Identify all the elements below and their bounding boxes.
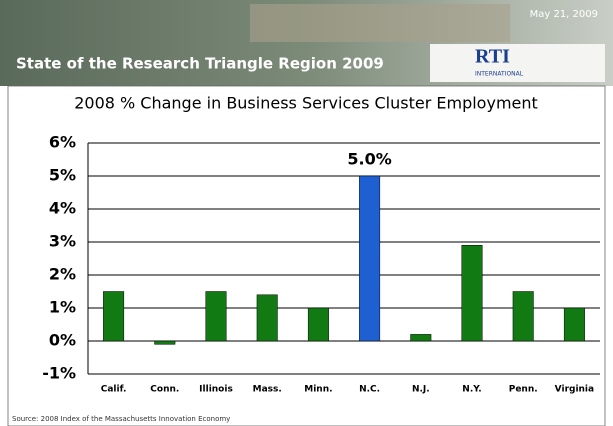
logo-box <box>430 44 605 82</box>
y-tick-label: 6% <box>49 133 76 152</box>
y-tick-label: -1% <box>42 364 76 383</box>
x-tick-label: Minn. <box>304 385 332 395</box>
x-tick-label: Illinois <box>199 385 233 395</box>
header-photos <box>250 4 510 42</box>
x-tick-label: N.Y. <box>462 385 481 395</box>
x-tick-label: N.C. <box>359 385 380 395</box>
x-tick-label: Virginia <box>555 385 594 395</box>
data-label: 5.0% <box>347 150 391 169</box>
y-tick-label: 2% <box>49 265 76 284</box>
y-tick-label: 0% <box>49 331 76 350</box>
bar <box>205 291 227 342</box>
bar <box>410 334 432 342</box>
bar <box>154 340 176 345</box>
bar <box>103 291 125 342</box>
bar <box>307 307 329 342</box>
bar <box>359 175 381 342</box>
source: Source: 2008 Index of the Massachusetts … <box>12 415 230 423</box>
y-tick-label: 1% <box>49 298 76 317</box>
bar <box>461 245 483 342</box>
bar <box>256 294 278 342</box>
logo: RTI <box>475 46 510 68</box>
header-title: State of the Research Triangle Region 20… <box>16 55 384 73</box>
y-tick-label: 4% <box>49 199 76 218</box>
y-tick-label: 5% <box>49 166 76 185</box>
x-tick-label: Calif. <box>101 385 127 395</box>
logo-subtitle: INTERNATIONAL <box>475 71 524 78</box>
x-tick-label: Conn. <box>150 385 179 395</box>
header-date: May 21, 2009 <box>530 9 598 20</box>
y-tick-label: 3% <box>49 232 76 251</box>
x-tick-label: Penn. <box>509 385 538 395</box>
chart-title: 2008 % Change in Business Services Clust… <box>74 94 538 113</box>
slide-frame <box>7 85 606 426</box>
x-tick-label: Mass. <box>253 385 282 395</box>
bar <box>563 307 585 342</box>
x-tick-label: N.J. <box>412 385 430 395</box>
bar <box>512 291 534 342</box>
